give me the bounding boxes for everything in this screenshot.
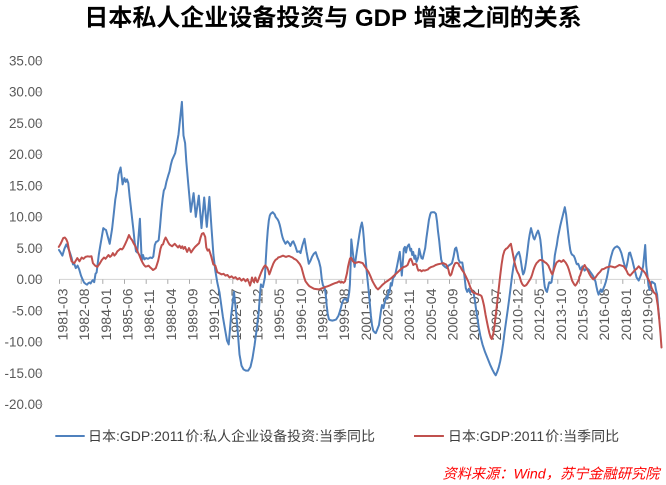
svg-text:2018-01: 2018-01 bbox=[619, 288, 635, 340]
svg-text:10.00: 10.00 bbox=[9, 210, 43, 225]
svg-text::GDP:2011: :GDP:2011 bbox=[476, 428, 544, 444]
svg-text:-5.00: -5.00 bbox=[12, 303, 43, 318]
svg-text:1995-05: 1995-05 bbox=[272, 288, 288, 340]
svg-text::: : bbox=[315, 428, 319, 444]
svg-text:-15.00: -15.00 bbox=[5, 366, 43, 381]
svg-text:2015-03: 2015-03 bbox=[576, 288, 592, 340]
svg-text:2005-04: 2005-04 bbox=[424, 288, 440, 340]
svg-text::: : bbox=[559, 428, 563, 444]
svg-text:-10.00: -10.00 bbox=[5, 335, 43, 350]
svg-text:1989-09: 1989-09 bbox=[186, 288, 202, 340]
svg-text:1999-08: 1999-08 bbox=[337, 288, 353, 340]
svg-text:2010-12: 2010-12 bbox=[511, 288, 527, 340]
svg-text:1996-10: 1996-10 bbox=[294, 288, 310, 340]
svg-text:2012-05: 2012-05 bbox=[532, 288, 548, 340]
svg-text:2003-11: 2003-11 bbox=[402, 289, 418, 340]
svg-text:30.00: 30.00 bbox=[9, 85, 43, 100]
svg-text:1985-06: 1985-06 bbox=[121, 288, 137, 340]
svg-text:-20.00: -20.00 bbox=[5, 397, 43, 412]
svg-text:1988-04: 1988-04 bbox=[164, 288, 180, 340]
svg-text:2001-01: 2001-01 bbox=[359, 288, 375, 340]
svg-text:1984-01: 1984-01 bbox=[99, 288, 115, 340]
svg-text:5.00: 5.00 bbox=[16, 241, 42, 256]
svg-text::: : bbox=[199, 428, 203, 444]
svg-text:15.00: 15.00 bbox=[9, 178, 43, 193]
svg-text:GDP: GDP bbox=[355, 5, 407, 32]
svg-text:Wind: Wind bbox=[514, 467, 547, 483]
svg-text:1981-03: 1981-03 bbox=[56, 288, 72, 340]
svg-text:2006-09: 2006-09 bbox=[446, 288, 462, 340]
svg-text:0.00: 0.00 bbox=[16, 272, 42, 287]
svg-text:1991-02: 1991-02 bbox=[207, 288, 223, 340]
svg-text:35.00: 35.00 bbox=[9, 53, 43, 68]
svg-text:1982-08: 1982-08 bbox=[77, 288, 93, 340]
svg-text:2016-08: 2016-08 bbox=[597, 288, 613, 340]
svg-text:25.00: 25.00 bbox=[9, 116, 43, 131]
svg-text:1986-11: 1986-11 bbox=[142, 289, 158, 340]
svg-text:20.00: 20.00 bbox=[9, 147, 43, 162]
svg-text::GDP:2011: :GDP:2011 bbox=[116, 428, 184, 444]
svg-text:2013-10: 2013-10 bbox=[554, 288, 570, 340]
svg-text:1998-03: 1998-03 bbox=[316, 288, 332, 340]
svg-text:2019-06: 2019-06 bbox=[641, 288, 657, 340]
